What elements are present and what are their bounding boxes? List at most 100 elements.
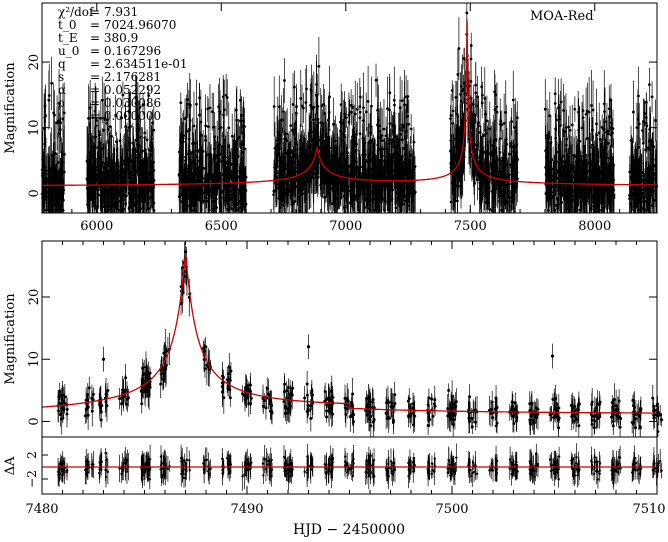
top-data-point — [120, 191, 124, 195]
top-data-point — [114, 140, 118, 144]
top-data-point — [456, 148, 460, 151]
top-data-point — [228, 167, 232, 171]
top-data-point — [465, 11, 469, 15]
top-data-point — [206, 125, 210, 129]
top-data-point — [514, 177, 518, 181]
top-data-point — [204, 167, 207, 171]
top-data-point — [454, 95, 458, 99]
top-data-point — [355, 180, 358, 184]
top-data-point — [413, 190, 417, 194]
top-data-point — [149, 160, 152, 164]
top-data-point — [208, 106, 212, 110]
top-data-point — [504, 110, 508, 114]
top-data-point — [118, 139, 122, 143]
top-data-point — [412, 140, 416, 144]
top-data-point — [87, 167, 91, 171]
top-data-point — [285, 139, 289, 143]
top-data-point — [474, 83, 478, 87]
top-data-point — [227, 126, 231, 130]
top-data-point — [450, 181, 454, 185]
top-data-point — [183, 117, 187, 121]
top-data-point — [309, 88, 313, 91]
top-data-point — [131, 193, 135, 197]
top-data-point — [235, 162, 239, 166]
top-data-point — [386, 107, 389, 111]
top-data-point — [62, 188, 66, 192]
top-data-point — [207, 191, 211, 195]
top-data-point — [110, 194, 113, 198]
top-data-point — [449, 139, 453, 143]
top-data-point — [402, 147, 406, 150]
top-data-point — [330, 187, 334, 191]
top-data-point — [300, 104, 304, 108]
top-data-point — [498, 192, 502, 196]
top-data-point — [152, 208, 156, 212]
top-data-point — [322, 103, 325, 107]
top-data-point — [119, 194, 122, 198]
top-data-point — [367, 141, 371, 145]
top-data-point — [495, 110, 499, 114]
top-data-point — [325, 160, 328, 164]
top-data-point — [453, 199, 457, 203]
top-data-point — [187, 137, 191, 141]
top-data-point — [409, 127, 413, 131]
top-data-point — [346, 151, 349, 155]
top-data-point — [361, 119, 365, 123]
top-data-point — [275, 159, 279, 162]
top-data-point — [404, 95, 408, 99]
top-data-point — [384, 200, 387, 203]
top-data-point — [212, 147, 216, 151]
top-data-point — [224, 93, 228, 97]
top-data-point — [272, 105, 276, 108]
top-data-point — [409, 173, 412, 176]
top-data-point — [108, 156, 112, 160]
top-data-point — [403, 199, 407, 203]
top-data-point — [394, 206, 398, 210]
top-data-point — [498, 122, 502, 126]
top-data-point — [362, 106, 365, 110]
top-data-point — [236, 137, 240, 140]
top-data-point — [554, 136, 558, 140]
top-data-point — [344, 115, 347, 119]
top-data-point — [351, 167, 355, 171]
top-data-point — [148, 180, 152, 184]
top-data-point — [188, 119, 192, 122]
top-data-point — [301, 106, 305, 110]
top-data-point — [346, 188, 349, 192]
top-data-point — [62, 153, 66, 156]
top-data-point — [193, 201, 197, 205]
top-data-point — [133, 159, 137, 163]
top-data-point — [299, 97, 303, 100]
top-data-point — [205, 153, 209, 157]
top-data-point — [400, 155, 404, 158]
top-data-point — [196, 165, 200, 169]
top-data-point — [102, 178, 106, 181]
top-data-point — [108, 125, 112, 129]
top-data-point — [339, 129, 342, 133]
top-data-point — [91, 116, 95, 120]
top-data-point — [485, 119, 489, 123]
top-data-point — [193, 176, 196, 180]
top-data-point — [488, 207, 492, 211]
top-data-point — [499, 170, 503, 174]
top-data-point — [293, 200, 297, 203]
top-data-point — [480, 150, 484, 154]
top-data-point — [225, 96, 229, 99]
top-data-point — [348, 110, 352, 114]
top-data-point — [506, 176, 510, 180]
top-data-point — [220, 190, 223, 194]
top-data-point — [362, 187, 365, 191]
top-data-point — [514, 168, 517, 172]
top-data-point — [468, 155, 472, 159]
top-data-point — [233, 208, 237, 212]
top-data-point — [400, 99, 404, 103]
top-data-point — [357, 176, 361, 180]
top-data-point — [383, 188, 387, 192]
top-data-point — [469, 112, 473, 115]
top-data-point — [195, 154, 198, 158]
top-data-point — [101, 161, 105, 165]
top-data-point — [55, 181, 59, 185]
top-data-point — [62, 111, 66, 115]
top-data-point — [339, 103, 343, 106]
top-data-point — [57, 101, 61, 105]
